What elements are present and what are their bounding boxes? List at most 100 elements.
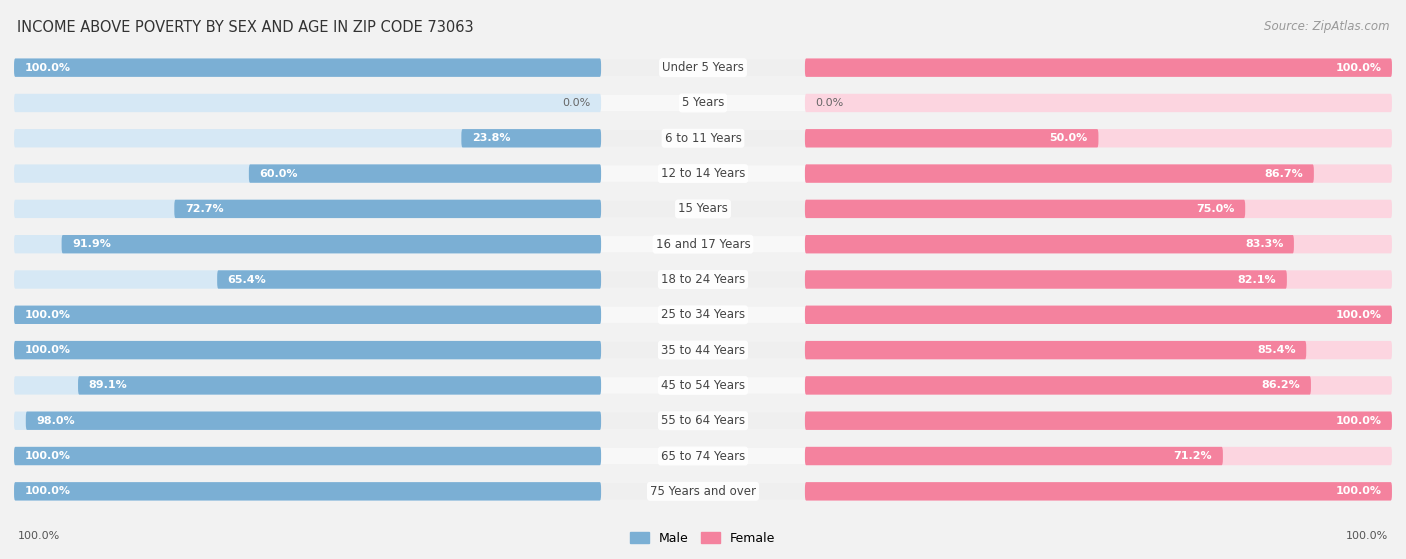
Text: 25 to 34 Years: 25 to 34 Years [661, 309, 745, 321]
FancyBboxPatch shape [14, 411, 602, 430]
Text: 100.0%: 100.0% [25, 310, 70, 320]
Text: 75.0%: 75.0% [1197, 204, 1234, 214]
FancyBboxPatch shape [14, 59, 602, 77]
FancyBboxPatch shape [806, 376, 1310, 395]
Text: 83.3%: 83.3% [1244, 239, 1284, 249]
Text: 45 to 54 Years: 45 to 54 Years [661, 379, 745, 392]
FancyBboxPatch shape [14, 342, 1392, 358]
FancyBboxPatch shape [14, 447, 602, 465]
FancyBboxPatch shape [806, 411, 1392, 430]
FancyBboxPatch shape [249, 164, 602, 183]
FancyBboxPatch shape [806, 447, 1392, 465]
FancyBboxPatch shape [14, 271, 1392, 288]
FancyBboxPatch shape [806, 306, 1392, 324]
Text: 23.8%: 23.8% [472, 133, 510, 143]
FancyBboxPatch shape [14, 200, 602, 218]
FancyBboxPatch shape [806, 482, 1392, 500]
FancyBboxPatch shape [806, 200, 1246, 218]
Text: 89.1%: 89.1% [89, 381, 128, 390]
Text: 100.0%: 100.0% [1346, 530, 1388, 541]
FancyBboxPatch shape [14, 341, 602, 359]
Text: 98.0%: 98.0% [37, 416, 75, 426]
Text: 60.0%: 60.0% [259, 169, 298, 178]
FancyBboxPatch shape [79, 376, 602, 395]
FancyBboxPatch shape [806, 376, 1392, 395]
Text: 86.7%: 86.7% [1264, 169, 1303, 178]
Text: 65 to 74 Years: 65 to 74 Years [661, 449, 745, 462]
FancyBboxPatch shape [14, 235, 602, 253]
FancyBboxPatch shape [14, 60, 1392, 76]
FancyBboxPatch shape [14, 306, 602, 324]
Text: 100.0%: 100.0% [1336, 63, 1381, 73]
Text: 65.4%: 65.4% [228, 274, 267, 285]
FancyBboxPatch shape [806, 235, 1392, 253]
FancyBboxPatch shape [806, 200, 1392, 218]
FancyBboxPatch shape [806, 164, 1392, 183]
FancyBboxPatch shape [806, 482, 1392, 500]
Text: 72.7%: 72.7% [184, 204, 224, 214]
FancyBboxPatch shape [806, 341, 1306, 359]
FancyBboxPatch shape [806, 94, 1392, 112]
FancyBboxPatch shape [14, 94, 602, 112]
Text: 5 Years: 5 Years [682, 97, 724, 110]
Text: 71.2%: 71.2% [1174, 451, 1212, 461]
FancyBboxPatch shape [14, 447, 602, 465]
FancyBboxPatch shape [806, 411, 1392, 430]
FancyBboxPatch shape [25, 411, 602, 430]
Text: 100.0%: 100.0% [25, 345, 70, 355]
Text: 18 to 24 Years: 18 to 24 Years [661, 273, 745, 286]
FancyBboxPatch shape [14, 341, 602, 359]
FancyBboxPatch shape [14, 377, 1392, 394]
Text: 86.2%: 86.2% [1261, 381, 1301, 390]
FancyBboxPatch shape [806, 59, 1392, 77]
FancyBboxPatch shape [14, 165, 1392, 182]
FancyBboxPatch shape [14, 59, 602, 77]
Text: 50.0%: 50.0% [1050, 133, 1088, 143]
FancyBboxPatch shape [14, 130, 1392, 146]
FancyBboxPatch shape [806, 59, 1392, 77]
FancyBboxPatch shape [806, 306, 1392, 324]
Text: 100.0%: 100.0% [25, 486, 70, 496]
Text: 0.0%: 0.0% [815, 98, 844, 108]
FancyBboxPatch shape [461, 129, 602, 148]
Text: 100.0%: 100.0% [25, 63, 70, 73]
FancyBboxPatch shape [14, 376, 602, 395]
FancyBboxPatch shape [806, 129, 1098, 148]
FancyBboxPatch shape [14, 201, 1392, 217]
FancyBboxPatch shape [14, 164, 602, 183]
Text: Under 5 Years: Under 5 Years [662, 61, 744, 74]
FancyBboxPatch shape [14, 482, 602, 500]
Text: 85.4%: 85.4% [1257, 345, 1296, 355]
FancyBboxPatch shape [14, 129, 602, 148]
Text: 100.0%: 100.0% [1336, 310, 1381, 320]
FancyBboxPatch shape [14, 271, 602, 288]
FancyBboxPatch shape [806, 341, 1392, 359]
Text: Source: ZipAtlas.com: Source: ZipAtlas.com [1264, 20, 1389, 32]
FancyBboxPatch shape [806, 235, 1294, 253]
Text: 82.1%: 82.1% [1237, 274, 1277, 285]
FancyBboxPatch shape [14, 448, 1392, 464]
Text: 16 and 17 Years: 16 and 17 Years [655, 238, 751, 250]
FancyBboxPatch shape [62, 235, 602, 253]
FancyBboxPatch shape [806, 129, 1392, 148]
FancyBboxPatch shape [14, 236, 1392, 252]
Text: 12 to 14 Years: 12 to 14 Years [661, 167, 745, 180]
Text: 100.0%: 100.0% [1336, 416, 1381, 426]
FancyBboxPatch shape [14, 95, 1392, 111]
FancyBboxPatch shape [217, 271, 602, 288]
Text: 91.9%: 91.9% [72, 239, 111, 249]
FancyBboxPatch shape [14, 307, 1392, 323]
FancyBboxPatch shape [14, 482, 602, 500]
FancyBboxPatch shape [14, 306, 602, 324]
Text: 6 to 11 Years: 6 to 11 Years [665, 132, 741, 145]
Text: 55 to 64 Years: 55 to 64 Years [661, 414, 745, 427]
FancyBboxPatch shape [14, 483, 1392, 499]
FancyBboxPatch shape [806, 271, 1392, 288]
Text: 100.0%: 100.0% [25, 451, 70, 461]
Text: 100.0%: 100.0% [1336, 486, 1381, 496]
Text: 100.0%: 100.0% [18, 530, 60, 541]
FancyBboxPatch shape [174, 200, 602, 218]
FancyBboxPatch shape [14, 413, 1392, 429]
Text: 15 Years: 15 Years [678, 202, 728, 215]
Text: 75 Years and over: 75 Years and over [650, 485, 756, 498]
